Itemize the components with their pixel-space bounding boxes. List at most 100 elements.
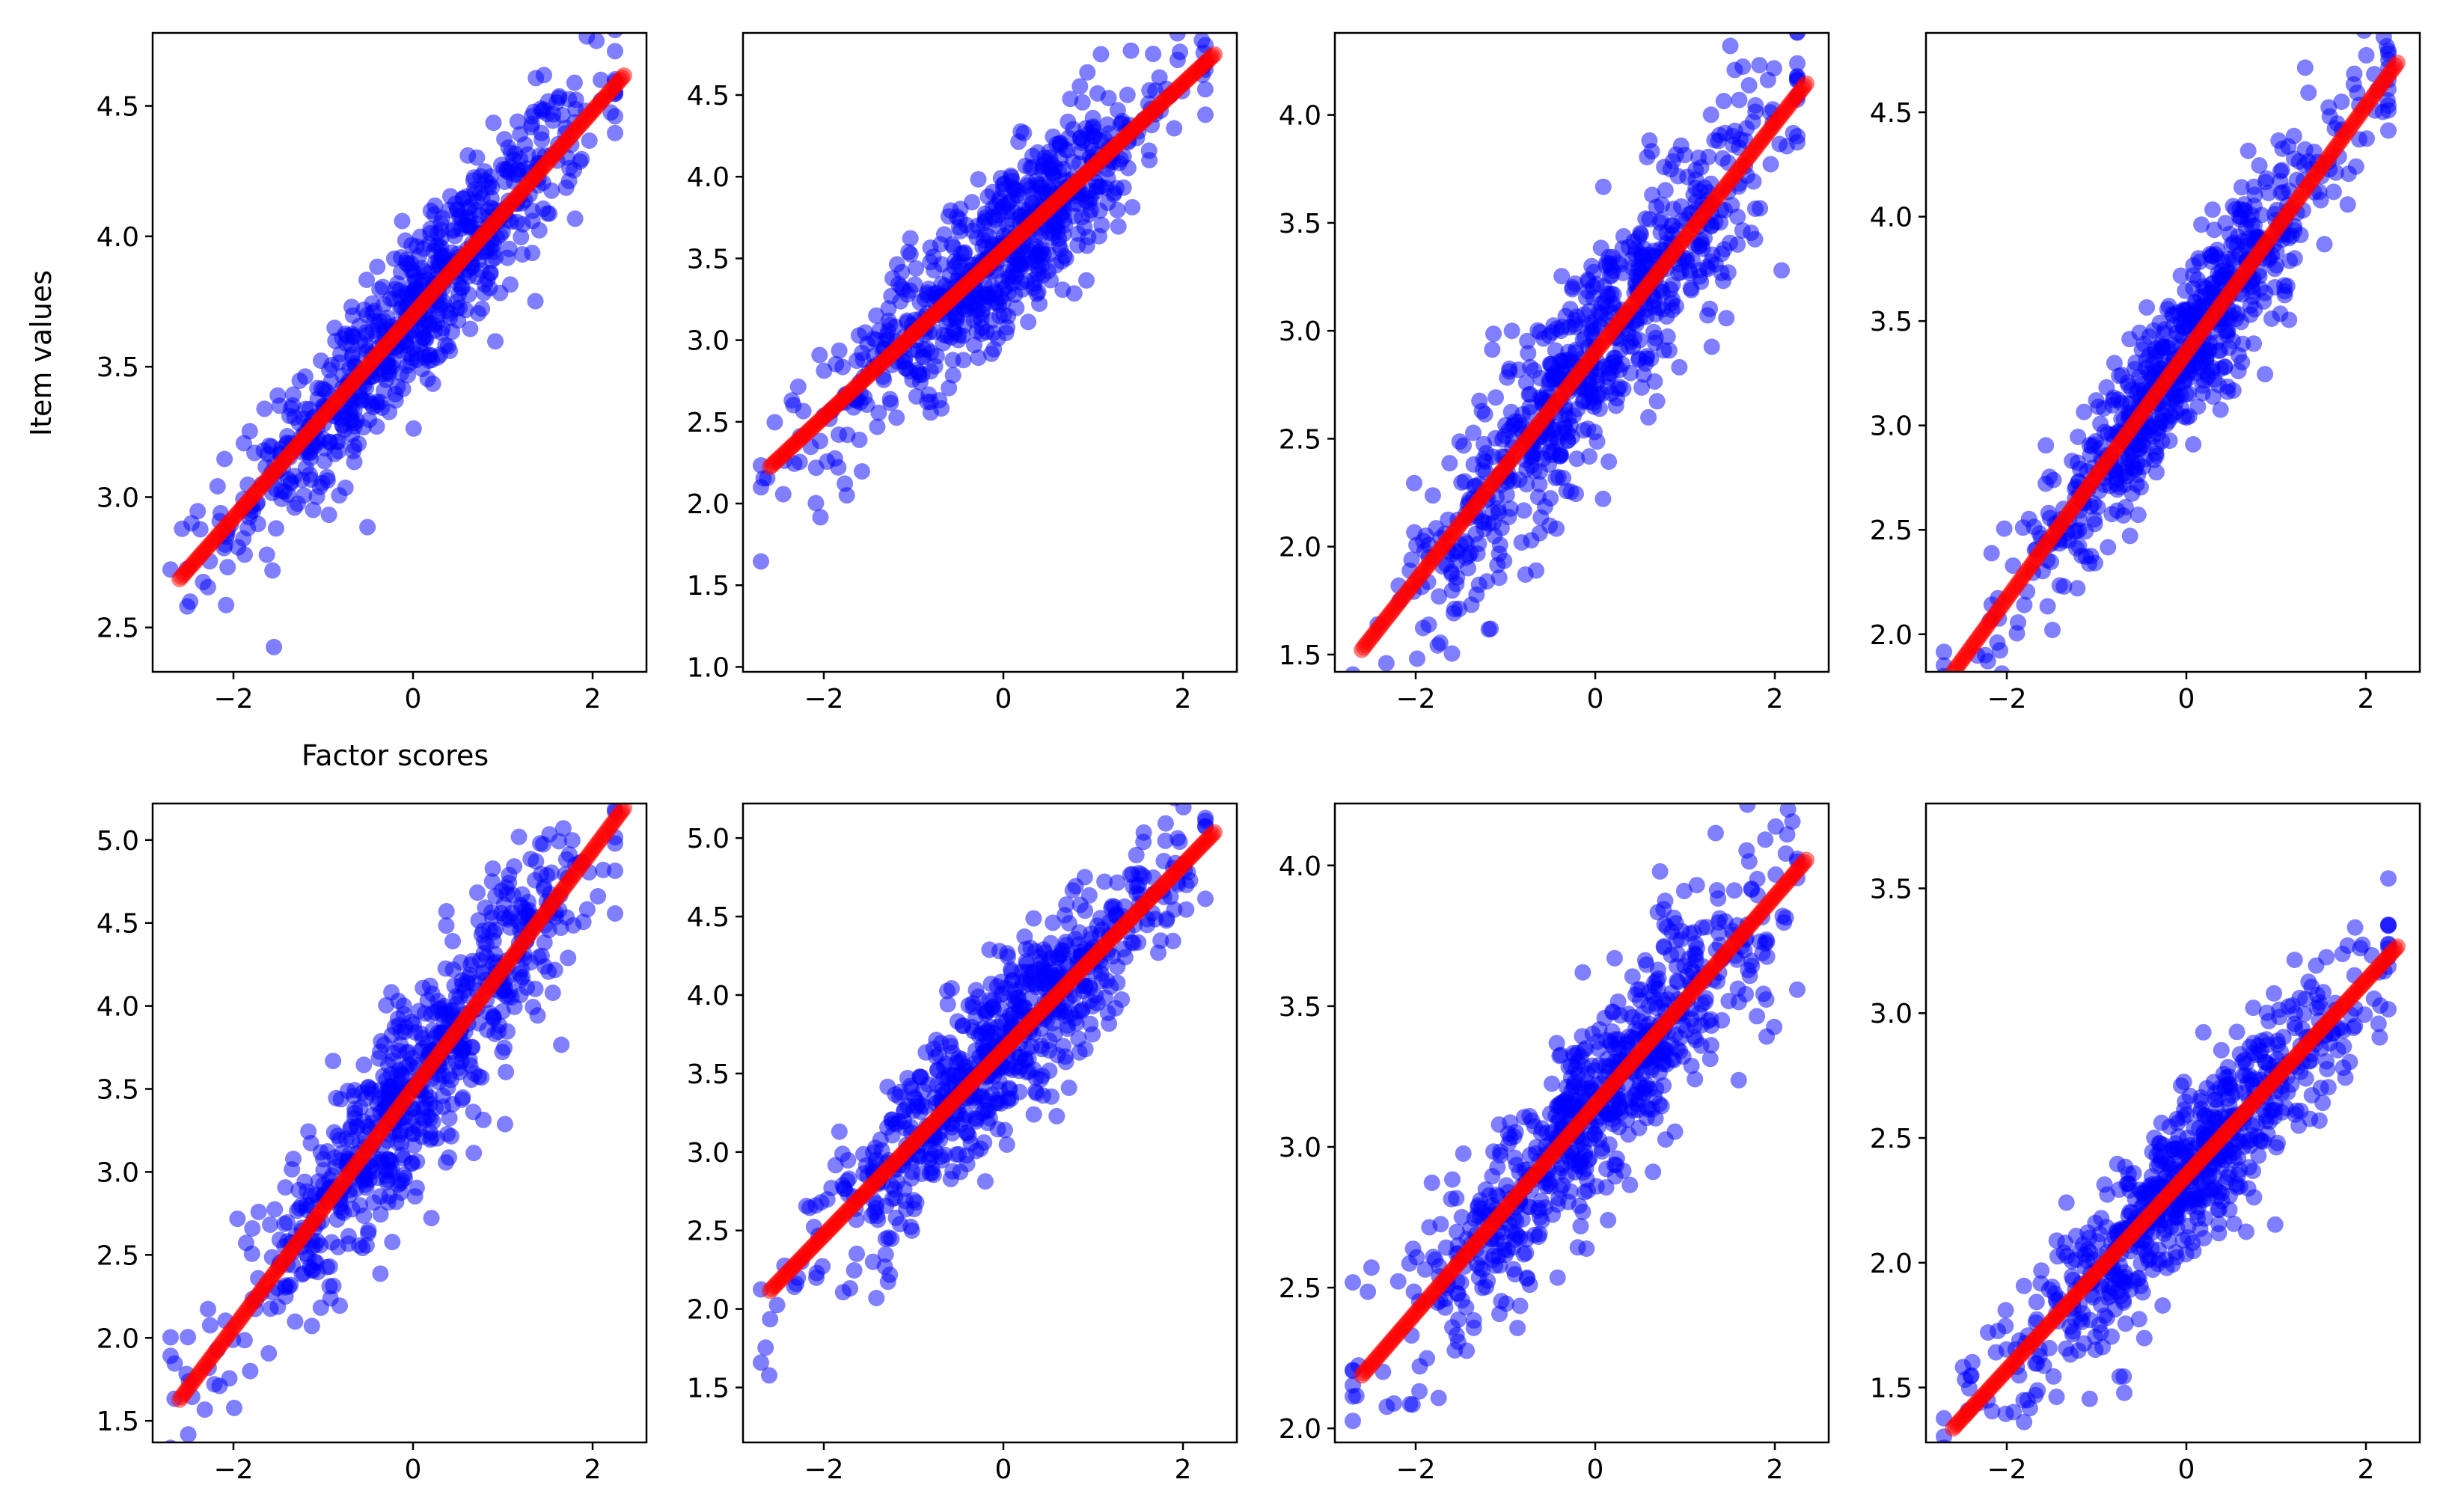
item-value-point <box>269 1298 287 1315</box>
item-value-point <box>229 1210 246 1228</box>
item-value-point <box>508 213 525 230</box>
item-value-point <box>444 323 461 340</box>
item-value-point <box>950 218 967 236</box>
item-value-point <box>1699 260 1716 278</box>
item-value-point <box>985 340 1003 358</box>
item-value-point <box>1762 156 1779 173</box>
item-value-point <box>1595 178 1612 195</box>
item-value-point <box>331 487 348 504</box>
y-tick-label: 2.5 <box>687 408 730 438</box>
item-value-point <box>1581 448 1597 465</box>
item-value-point <box>2209 242 2226 258</box>
y-tick-label: 2.0 <box>1870 620 1913 651</box>
item-value-point <box>973 325 991 342</box>
item-value-point <box>513 228 530 245</box>
item-value-point <box>926 285 943 302</box>
item-value-point <box>1567 319 1584 336</box>
x-tick-label: 0 <box>405 1454 422 1485</box>
item-value-point <box>507 166 524 183</box>
item-value-point <box>2281 311 2298 328</box>
item-value-point <box>496 1115 513 1133</box>
item-value-point <box>2100 539 2117 556</box>
item-value-point <box>1498 486 1515 504</box>
item-value-point <box>1747 97 1764 114</box>
item-value-point <box>1441 455 1458 472</box>
item-value-point <box>2263 310 2280 327</box>
item-value-point <box>2355 33 2373 39</box>
item-value-point <box>551 833 567 850</box>
item-value-point <box>1771 135 1788 153</box>
item-value-point <box>465 1145 483 1162</box>
item-value-point <box>569 736 585 753</box>
item-value-point <box>2358 130 2375 147</box>
item-value-point <box>882 394 899 411</box>
item-value-point <box>2327 164 2344 181</box>
item-value-point <box>1424 487 1441 504</box>
item-value-point <box>262 1216 279 1233</box>
item-value-point <box>2005 557 2022 575</box>
item-value-point <box>1519 332 1536 349</box>
item-value-point <box>2239 142 2257 159</box>
item-value-point <box>945 239 962 256</box>
item-value-point <box>979 188 997 205</box>
y-tick-label: 3.5 <box>97 352 139 383</box>
item-value-point <box>502 276 519 293</box>
item-value-point <box>2212 342 2229 359</box>
item-value-point <box>381 1163 398 1181</box>
item-value-point <box>819 453 836 470</box>
item-value-point <box>534 200 551 217</box>
item-value-point <box>421 346 438 364</box>
item-value-point <box>1420 616 1437 633</box>
item-value-point <box>468 149 486 166</box>
item-value-point <box>2040 504 2057 521</box>
item-value-point <box>1789 128 1806 144</box>
item-value-point <box>791 453 808 471</box>
item-value-point <box>1079 64 1096 81</box>
item-value-point <box>944 367 961 384</box>
item-value-point <box>321 1278 338 1295</box>
item-value-point <box>1633 379 1650 396</box>
y-tick-label: 2.0 <box>687 489 730 520</box>
item-value-point <box>465 1104 482 1121</box>
item-value-point <box>2169 304 2186 321</box>
item-value-point <box>1979 652 1996 670</box>
item-value-point <box>887 318 904 335</box>
item-value-point <box>1646 373 1663 390</box>
item-value-point <box>1047 159 1064 176</box>
item-value-point <box>2106 355 2123 372</box>
item-value-point <box>393 1135 410 1151</box>
y-tick-label: 2.0 <box>1279 533 1321 563</box>
item-value-point <box>499 249 516 266</box>
item-value-point <box>976 1173 994 1190</box>
item-value-point <box>2113 367 2130 384</box>
item-value-point <box>1172 16 1188 32</box>
item-value-point <box>868 307 885 324</box>
item-value-point <box>2316 236 2333 253</box>
item-value-point <box>1431 588 1448 605</box>
item-value-point <box>509 113 526 130</box>
item-value-point <box>1936 643 1952 661</box>
item-value-point <box>438 917 455 934</box>
item-value-point <box>469 884 486 902</box>
item-value-point <box>331 1131 348 1148</box>
item-value-point <box>355 391 371 408</box>
item-value-point <box>1625 330 1642 347</box>
item-value-point <box>1514 405 1531 423</box>
item-value-point <box>527 293 544 310</box>
item-value-point <box>2243 278 2260 296</box>
item-value-point <box>2133 435 2150 453</box>
item-value-point <box>313 352 329 370</box>
item-value-point <box>967 982 985 999</box>
item-value-point <box>941 311 958 328</box>
item-value-point <box>450 1059 468 1077</box>
item-value-point <box>1378 655 1395 672</box>
item-value-point <box>798 1198 815 1214</box>
item-value-point <box>573 150 590 168</box>
item-value-point <box>1025 1106 1042 1123</box>
fitted-points <box>171 67 632 587</box>
item-value-point <box>1746 230 1764 248</box>
y-tick-label: 2.5 <box>97 1240 139 1271</box>
item-value-point <box>1614 240 1631 257</box>
item-value-point <box>1520 345 1537 362</box>
item-value-point <box>2102 477 2118 495</box>
